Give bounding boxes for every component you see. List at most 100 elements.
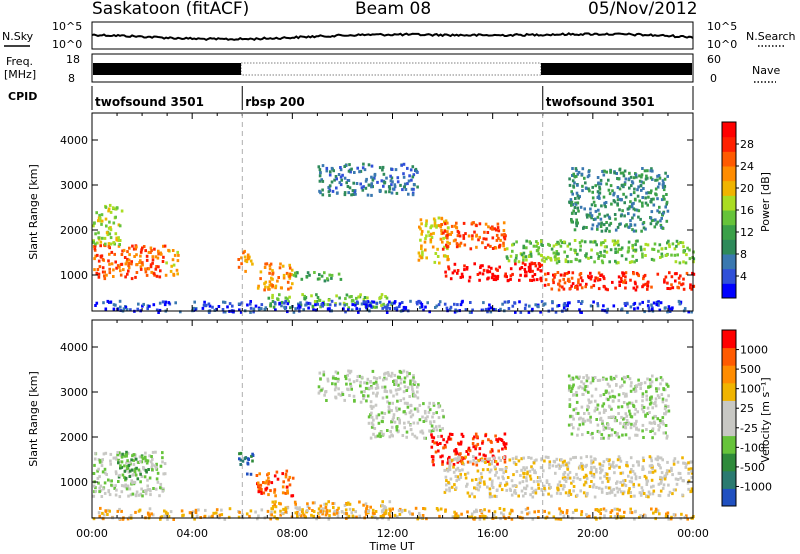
range-gate-cell	[100, 495, 104, 498]
range-gate-cell	[92, 224, 95, 228]
range-gate-cell	[322, 373, 326, 377]
range-gate-cell	[94, 304, 97, 307]
range-gate-cell	[632, 272, 635, 276]
range-gate-cell	[118, 451, 121, 455]
range-gate-cell	[542, 256, 546, 260]
range-gate-cell	[689, 467, 693, 471]
colorbar-swatch	[722, 210, 736, 226]
range-gate-cell	[148, 507, 152, 511]
range-gate-cell	[264, 481, 267, 485]
range-gate-cell	[625, 419, 629, 422]
range-gate-cell	[107, 259, 110, 263]
range-gate-cell	[344, 297, 347, 301]
range-gate-cell	[441, 454, 444, 458]
range-gate-cell	[375, 377, 378, 381]
range-gate-cell	[613, 213, 617, 216]
colorbar-tick-label: -100	[740, 441, 765, 454]
range-gate-cell	[399, 381, 403, 385]
range-gate-cell	[609, 169, 612, 173]
range-gate-cell	[666, 281, 669, 285]
range-gate-cell	[240, 262, 243, 266]
range-gate-cell	[591, 196, 595, 200]
range-gate-cell	[440, 229, 443, 232]
range-gate-cell	[543, 484, 546, 488]
range-gate-cell	[269, 302, 272, 306]
range-gate-cell	[653, 469, 657, 473]
range-gate-cell	[305, 275, 309, 279]
range-gate-cell	[211, 514, 214, 518]
range-gate-cell	[677, 471, 681, 475]
range-gate-cell	[501, 475, 504, 479]
range-gate-cell	[97, 259, 101, 263]
range-gate-cell	[119, 269, 122, 273]
freq-panel: Freq. [MHz] 18 8 60 0 Nave	[4, 53, 780, 85]
range-gate-cell	[270, 481, 274, 485]
range-gate-cell	[147, 512, 150, 516]
range-gate-cell	[239, 310, 243, 314]
range-gate-cell	[454, 238, 457, 242]
range-gate-cell	[660, 198, 664, 202]
range-gate-cell	[152, 487, 155, 490]
range-gate-cell	[565, 304, 568, 308]
range-gate-cell	[651, 247, 654, 251]
range-gate-cell	[596, 304, 600, 308]
range-gate-cell	[493, 227, 496, 231]
range-gate-cell	[571, 377, 575, 381]
range-gate-cell	[139, 460, 142, 463]
range-gate-cell	[609, 248, 613, 252]
range-gate-cell	[138, 261, 141, 264]
range-gate-cell	[632, 387, 636, 391]
range-gate-cell	[593, 495, 597, 499]
range-gate-cell	[633, 517, 636, 521]
range-gate-cell	[434, 450, 438, 454]
range-gate-cell	[567, 388, 571, 392]
range-gate-cell	[583, 388, 587, 392]
range-gate-cell	[430, 435, 434, 439]
range-gate-cell	[252, 307, 256, 311]
colorbar-swatch	[722, 136, 736, 152]
range-gate-cell	[333, 178, 336, 182]
range-gate-cell	[443, 490, 447, 494]
range-gate-cell	[441, 460, 444, 464]
range-gate-cell	[579, 283, 582, 287]
range-gate-cell	[540, 263, 544, 267]
range-gate-cell	[348, 502, 352, 506]
range-gate-cell	[135, 271, 139, 274]
range-gate-cell	[466, 460, 470, 464]
range-gate-cell	[388, 190, 391, 194]
range-gate-cell	[408, 174, 411, 178]
range-gate-cell	[92, 517, 96, 521]
range-gate-cell	[555, 242, 558, 246]
range-gate-cell	[642, 410, 645, 414]
range-gate-cell	[375, 414, 379, 418]
range-gate-cell	[590, 480, 593, 483]
range-gate-cell	[531, 495, 535, 499]
range-gate-cell	[484, 454, 487, 458]
range-gate-cell	[574, 285, 577, 289]
range-gate-cell	[154, 450, 157, 454]
range-gate-cell	[396, 430, 400, 434]
range-gate-cell	[347, 514, 351, 518]
range-gate-cell	[468, 275, 472, 279]
x-tick-label: 00:00	[677, 527, 709, 540]
range-gate-cell	[564, 480, 568, 483]
range-gate-cell	[571, 192, 574, 196]
range-gate-cell	[506, 279, 510, 283]
range-gate-cell	[317, 511, 320, 515]
range-gate-cell	[389, 179, 393, 183]
range-gate-cell	[463, 268, 466, 272]
range-gate-cell	[132, 247, 136, 251]
range-gate-cell	[616, 198, 620, 202]
range-gate-cell	[676, 253, 679, 257]
range-gate-cell	[624, 257, 628, 261]
range-gate-cell	[595, 470, 598, 474]
range-gate-cell	[553, 275, 556, 279]
range-gate-cell	[660, 252, 664, 256]
range-gate-cell	[651, 467, 654, 470]
range-gate-cell	[486, 243, 490, 247]
range-gate-cell	[330, 273, 334, 277]
range-gate-cell	[163, 303, 167, 307]
range-gate-cell	[643, 310, 646, 314]
range-gate-cell	[628, 377, 632, 381]
